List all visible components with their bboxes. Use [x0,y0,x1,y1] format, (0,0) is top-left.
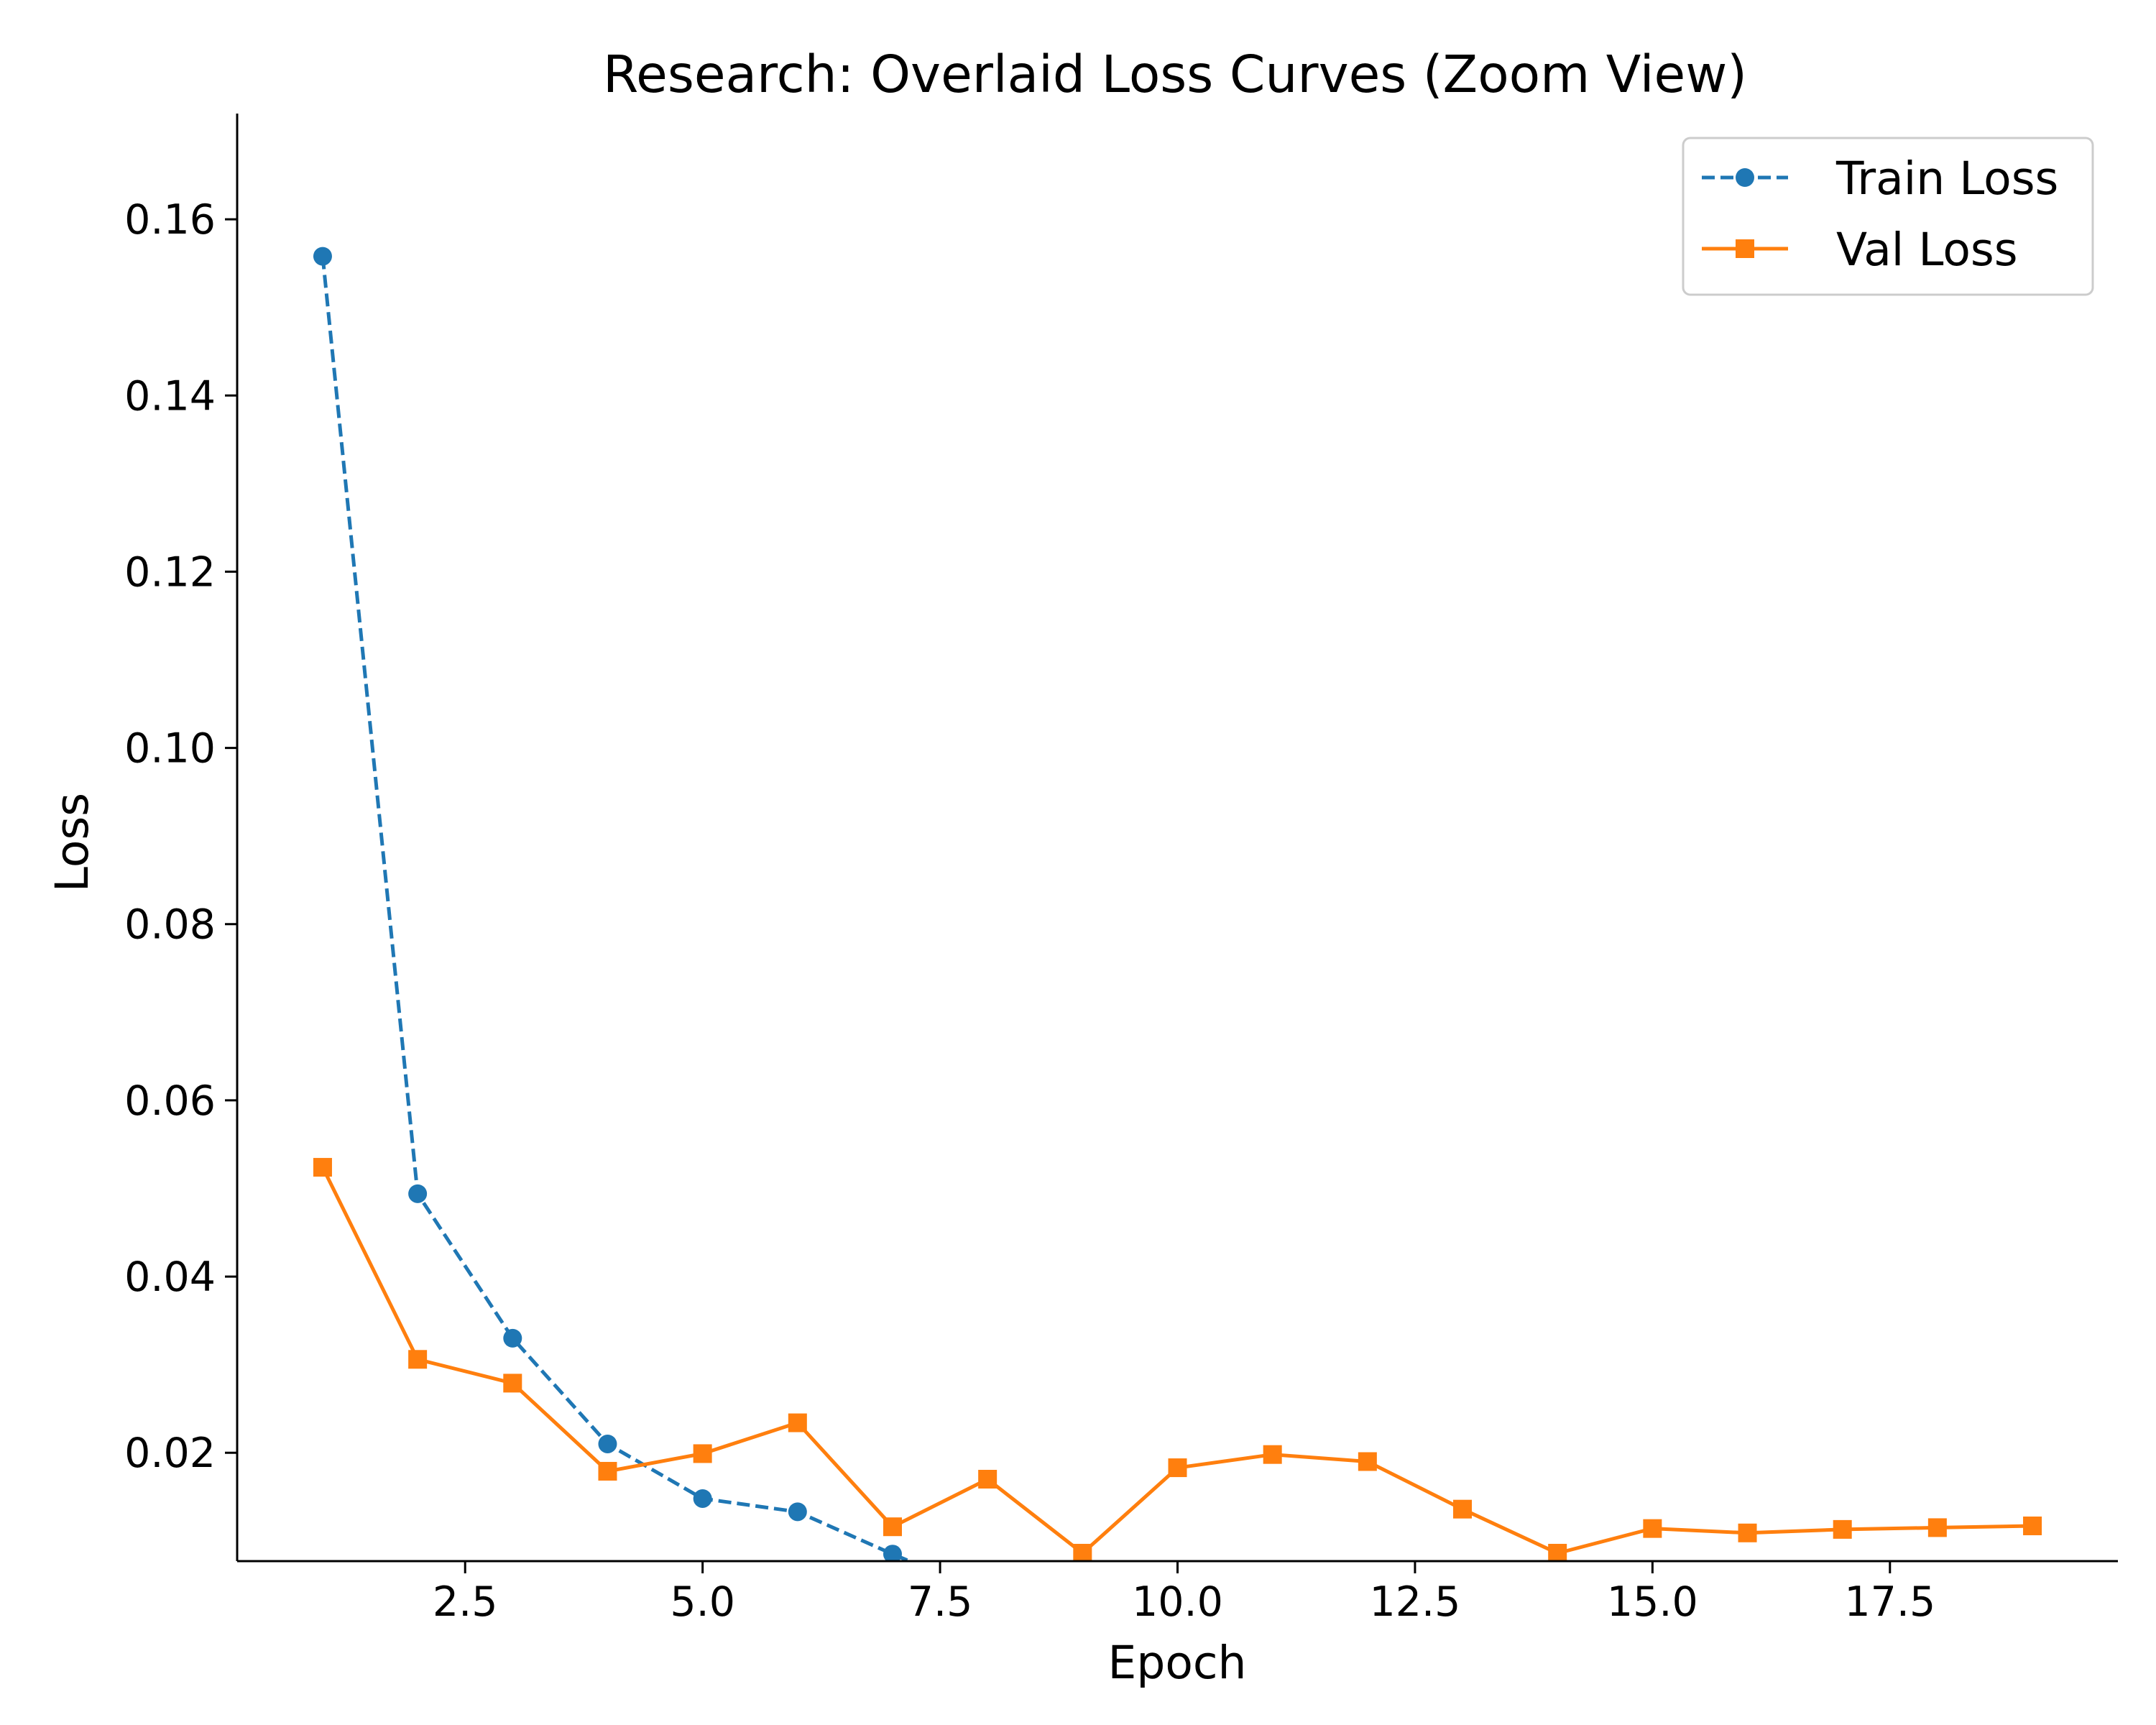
y-tick-label: 0.04 [124,1254,216,1301]
train-loss-point [313,247,332,266]
x-tick-label: 15.0 [1607,1578,1698,1626]
train-loss-point [408,1184,428,1203]
val-loss-point [693,1444,712,1463]
val-loss-point [1263,1445,1282,1464]
val-loss-point [408,1350,428,1369]
y-tick-label: 0.06 [124,1077,216,1125]
x-tick-label: 7.5 [908,1578,973,1626]
val-loss-point [883,1517,902,1537]
val-loss-point [1833,1519,1852,1539]
train-loss-point [788,1502,807,1522]
legend-val-marker [1736,239,1754,258]
y-ticks: 0.02 0.04 0.06 0.08 0.10 0.12 0.14 0.16 [124,196,237,1477]
x-tick-label: 10.0 [1132,1578,1223,1626]
x-tick-label: 17.5 [1844,1578,1935,1626]
val-loss-point [503,1374,522,1393]
chart-title: Research: Overlaid Loss Curves (Zoom Vie… [603,45,1747,104]
val-loss-point [1643,1519,1662,1538]
legend-val-label: Val Loss [1836,224,2018,276]
y-axis-label: Loss [46,793,98,892]
train-loss-point [693,1489,712,1508]
val-loss-point [788,1413,807,1432]
train-loss-point [503,1328,522,1348]
val-loss-point [1168,1458,1187,1478]
y-tick-label: 0.16 [124,196,216,244]
val-loss-point [1927,1518,1947,1537]
train-loss-point [883,1545,902,1561]
val-loss-point [1548,1543,1567,1561]
val-loss-point [598,1461,617,1481]
legend-train-marker [1736,168,1754,187]
plot-area: 2.5 5.0 7.5 10.0 12.5 15.0 17.5 0.020.040.060.… [124,114,2118,1626]
x-tick-label: 5.0 [670,1578,735,1626]
legend-train-label: Train Loss [1835,152,2058,205]
x-tick-label: 12.5 [1369,1578,1460,1626]
val-loss-point [313,1158,332,1177]
x-axis-label: Epoch [1108,1637,1247,1689]
val-loss-point [1358,1452,1377,1471]
val-loss-point [1073,1543,1092,1561]
val-loss-point [2023,1516,2042,1535]
x-tick-label: 2.5 [433,1578,498,1626]
y-tick-label: 0.08 [124,901,216,949]
y-tick-label: 0.10 [124,725,216,773]
val-loss-point [1453,1499,1473,1519]
x-ticks: 2.5 5.0 7.5 10.0 12.5 15.0 17.5 [433,1561,1935,1626]
val-loss-point [978,1470,998,1489]
legend-entry-train: Train Loss [1702,152,2058,205]
train-loss-point [598,1434,617,1453]
legend: Train Loss Val Loss [1682,137,2094,296]
y-tick-label: 0.02 [124,1430,216,1477]
series-layer [313,247,2042,1561]
legend-entry-val: Val Loss [1702,224,2018,276]
y-tick-label: 0.12 [124,548,216,596]
val-loss-point [1738,1523,1757,1542]
y-tick-label: 0.14 [124,372,216,420]
